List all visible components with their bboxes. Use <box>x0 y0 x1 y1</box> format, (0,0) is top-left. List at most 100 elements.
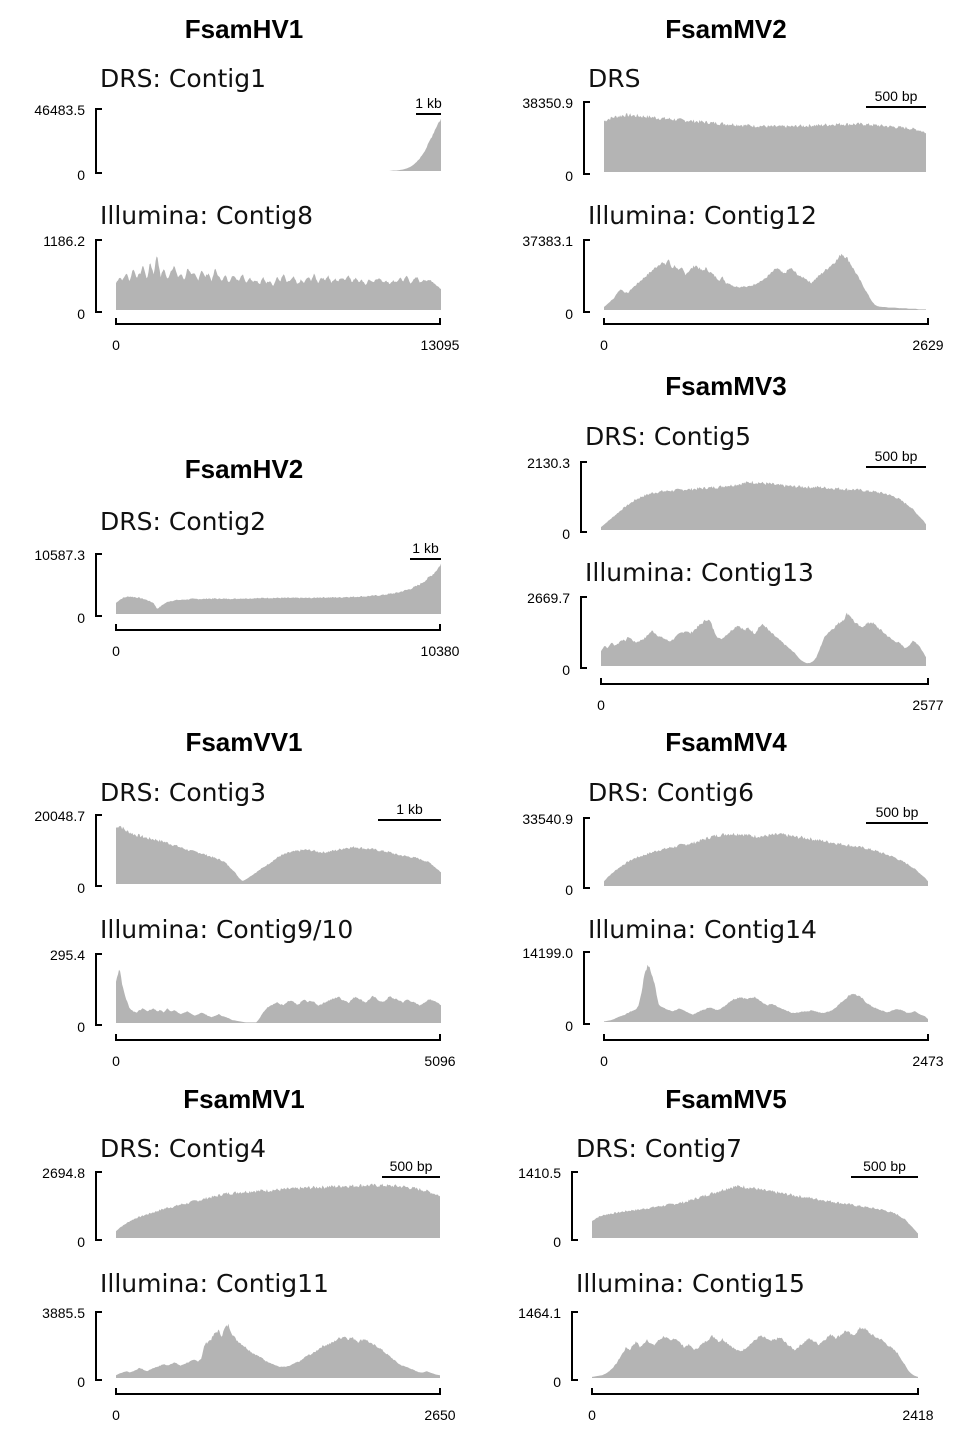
y-max-label: 20048.7 <box>34 808 85 824</box>
panel-label: Illumina: Contig11 <box>100 1269 329 1298</box>
coverage-panel: Illumina: Contig9/10 295.4 0 <box>50 915 441 1035</box>
coverage-area <box>592 1184 918 1238</box>
virus-figure-fsammv3: FsamMV3 DRS: Contig5 2130.3 0 500 bp Illumina… <box>527 371 944 713</box>
x-start-label: 0 <box>588 1407 596 1423</box>
figure-title: FsamHV2 <box>185 454 304 484</box>
x-start-label: 0 <box>112 1053 120 1069</box>
scale-bar-label: 1 kb <box>415 95 442 111</box>
panel-label: DRS: Contig4 <box>100 1134 266 1163</box>
coverage-area <box>601 480 926 530</box>
y-min-label: 0 <box>565 306 573 322</box>
y-max-label: 2694.8 <box>42 1165 85 1181</box>
y-max-label: 2669.7 <box>527 590 570 606</box>
panel-label: DRS <box>588 64 641 93</box>
coverage-area <box>116 969 441 1023</box>
y-axis <box>583 817 590 889</box>
figure-title: FsamVV1 <box>185 727 302 757</box>
virus-figure-fsamhv2: FsamHV2 DRS: Contig2 10587.3 0 1 kb 0 10380 <box>34 454 459 659</box>
figure-title: FsamMV3 <box>665 371 786 401</box>
y-min-label: 0 <box>565 1018 573 1034</box>
x-start-label: 0 <box>112 337 120 353</box>
coverage-area <box>116 256 441 310</box>
coverage-area <box>116 825 441 884</box>
y-axis <box>95 553 102 617</box>
panel-label: Illumina: Contig14 <box>588 915 817 944</box>
panel-label: Illumina: Contig8 <box>100 201 313 230</box>
coverage-area <box>116 1323 440 1378</box>
x-end-label: 2473 <box>912 1053 943 1069</box>
virus-figure-fsammv2: FsamMV2 DRS 38350.9 0 500 bp Illumina: Contig… <box>522 14 943 353</box>
x-start-label: 0 <box>112 643 120 659</box>
y-min-label: 0 <box>553 1374 561 1390</box>
coverage-panel: DRS: Contig4 2694.8 0 500 bp <box>42 1134 440 1250</box>
panel-label: DRS: Contig6 <box>588 778 754 807</box>
scale-bar-label: 1 kb <box>412 540 439 556</box>
y-max-label: 37383.1 <box>522 233 573 249</box>
y-axis <box>583 951 590 1025</box>
y-max-label: 295.4 <box>50 947 85 963</box>
y-axis <box>583 101 590 175</box>
x-start-label: 0 <box>112 1407 120 1423</box>
x-end-label: 5096 <box>424 1053 455 1069</box>
virus-figure-fsamvv1: FsamVV1 DRS: Contig3 20048.7 0 1 kb Illumina:… <box>34 727 455 1069</box>
y-axis <box>95 239 102 313</box>
y-axis <box>95 814 102 887</box>
scale-bar-label: 500 bp <box>876 804 919 820</box>
y-max-label: 38350.9 <box>522 95 573 111</box>
y-min-label: 0 <box>553 1234 561 1250</box>
panel-label: DRS: Contig2 <box>100 507 266 536</box>
panel-label: DRS: Contig7 <box>576 1134 742 1163</box>
y-max-label: 10587.3 <box>34 547 85 563</box>
y-min-label: 0 <box>77 1374 85 1390</box>
y-max-label: 1186.2 <box>43 233 85 249</box>
figure-title: FsamMV4 <box>665 727 787 757</box>
y-axis <box>583 239 590 313</box>
panel-label: Illumina: Contig15 <box>576 1269 805 1298</box>
x-end-label: 13095 <box>421 337 460 353</box>
coverage-panel: DRS 38350.9 0 500 bp <box>522 64 926 184</box>
coverage-area <box>116 1183 440 1238</box>
x-end-label: 2577 <box>912 697 943 713</box>
virus-figure-fsammv4: FsamMV4 DRS: Contig6 33540.9 0 500 bp Illumin… <box>522 727 943 1069</box>
coverage-area <box>604 253 926 310</box>
y-axis <box>580 596 587 669</box>
panel-label: Illumina: Contig9/10 <box>100 915 353 944</box>
x-end-label: 2418 <box>902 1407 933 1423</box>
coverage-area <box>592 1327 918 1378</box>
y-max-label: 33540.9 <box>522 811 573 827</box>
y-min-label: 0 <box>77 167 85 183</box>
virus-figure-fsammv1: FsamMV1 DRS: Contig4 2694.8 0 500 bp Illumina… <box>42 1084 456 1423</box>
y-min-label: 0 <box>565 168 573 184</box>
panel-label: DRS: Contig5 <box>585 422 751 451</box>
y-min-label: 0 <box>77 880 85 896</box>
y-min-label: 0 <box>77 306 85 322</box>
coverage-area <box>604 113 926 172</box>
y-axis <box>95 953 102 1026</box>
y-axis <box>571 1311 578 1381</box>
coverage-area <box>601 612 926 666</box>
y-min-label: 0 <box>77 610 85 626</box>
y-axis <box>571 1171 578 1241</box>
y-max-label: 1464.1 <box>518 1305 561 1321</box>
coverage-area <box>604 832 928 886</box>
panel-label: Illumina: Contig12 <box>588 201 817 230</box>
y-min-label: 0 <box>77 1234 85 1250</box>
panel-label: DRS: Contig1 <box>100 64 266 93</box>
y-axis <box>580 461 587 533</box>
scale-bar-label: 500 bp <box>863 1158 906 1174</box>
coverage-panel: DRS: Contig7 1410.5 0 500 bp <box>518 1134 918 1250</box>
y-max-label: 3885.5 <box>42 1305 85 1321</box>
y-min-label: 0 <box>565 882 573 898</box>
panel-label: DRS: Contig3 <box>100 778 266 807</box>
figure-title: FsamMV2 <box>665 14 786 44</box>
figure-title: FsamMV5 <box>665 1084 786 1114</box>
x-end-label: 2629 <box>912 337 943 353</box>
y-axis <box>95 1171 102 1241</box>
coverage-panel: DRS: Contig5 2130.3 0 500 bp <box>527 422 926 542</box>
y-max-label: 2130.3 <box>527 455 570 471</box>
scale-bar-label: 1 kb <box>396 801 423 817</box>
coverage-panel: Illumina: Contig14 14199.0 0 <box>522 915 928 1034</box>
scale-bar-label: 500 bp <box>875 88 918 104</box>
virus-figure-fsamhv1: FsamHV1 DRS: Contig1 46483.5 0 1 kb Illumina:… <box>34 14 459 353</box>
scale-bar-label: 500 bp <box>390 1158 433 1174</box>
